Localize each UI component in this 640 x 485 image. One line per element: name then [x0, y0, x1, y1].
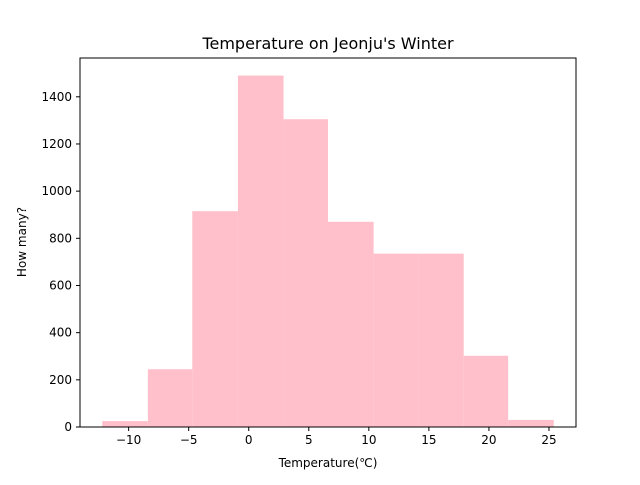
y-ticks-group: 0 200 400 600 800 1000 1200 1400 [41, 90, 80, 434]
y-tick-label: 600 [49, 278, 72, 292]
histogram-bar-8 [463, 355, 509, 427]
x-tick-label: 25 [541, 433, 556, 447]
x-tick-label: −5 [180, 433, 198, 447]
y-tick-label: 1000 [41, 184, 72, 198]
histogram-bar-3 [237, 75, 284, 428]
histogram-bar-5 [328, 221, 374, 427]
x-tick-label: 15 [421, 433, 436, 447]
x-tick-label: 20 [481, 433, 496, 447]
x-axis-label: Temperature(℃) [278, 456, 378, 470]
histogram-bar-1 [147, 369, 193, 427]
y-axis-label: How many? [15, 207, 29, 277]
x-tick-label: 10 [361, 433, 376, 447]
y-tick-label: 800 [49, 231, 72, 245]
histogram-bar-9 [508, 419, 554, 427]
axes-frame [79, 57, 577, 428]
y-tick-label: 0 [64, 420, 72, 434]
x-tick-label: 5 [305, 433, 313, 447]
x-ticks-group: −10 −5 0 5 10 15 20 25 [116, 427, 557, 447]
histogram-bar-2 [192, 211, 238, 427]
histogram-bar-6 [373, 253, 419, 427]
y-tick-label: 200 [49, 373, 72, 387]
y-tick-label: 1200 [41, 137, 72, 151]
x-tick-label: 0 [245, 433, 253, 447]
bars-group [102, 75, 554, 428]
histogram-bar-4 [283, 119, 328, 428]
y-tick-label: 1400 [41, 90, 72, 104]
histogram-bar-0 [102, 421, 148, 427]
histogram-bar-7 [418, 253, 464, 427]
x-tick-label: −10 [116, 433, 141, 447]
chart-title: Temperature on Jeonju's Winter [201, 34, 454, 53]
y-tick-label: 400 [49, 326, 72, 340]
